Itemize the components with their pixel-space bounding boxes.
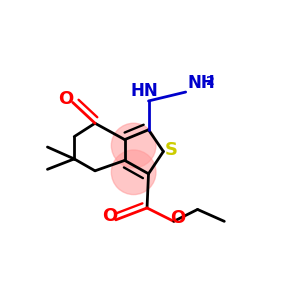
- Text: NH: NH: [187, 74, 215, 92]
- Text: 2: 2: [206, 75, 214, 88]
- Circle shape: [111, 150, 156, 195]
- Text: O: O: [58, 91, 73, 109]
- Circle shape: [111, 123, 156, 168]
- Text: O: O: [102, 207, 117, 225]
- Text: HN: HN: [130, 82, 158, 100]
- Text: S: S: [164, 141, 177, 159]
- Text: O: O: [170, 209, 185, 227]
